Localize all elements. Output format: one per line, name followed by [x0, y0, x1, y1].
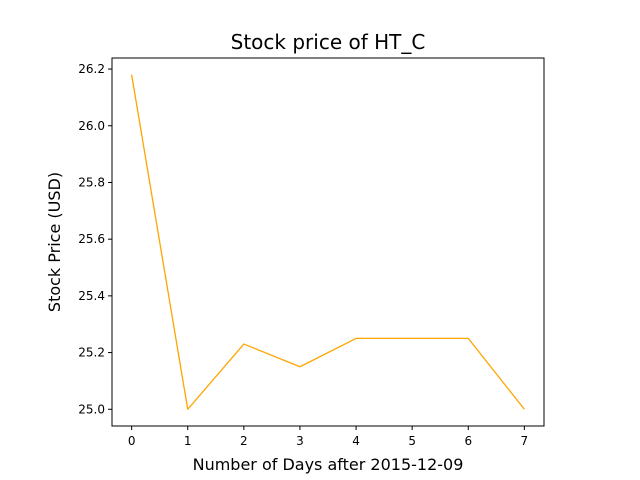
y-tick-label: 25.4	[78, 289, 105, 303]
y-tick-label: 26.0	[78, 119, 105, 133]
plot-area	[130, 74, 525, 410]
x-tick-label: 6	[464, 434, 472, 448]
y-tick-label: 25.0	[78, 402, 105, 416]
x-tick-label: 0	[128, 434, 136, 448]
x-axis: 0 1 2 3 4 5 6 7	[128, 426, 528, 448]
plot-frame	[111, 57, 545, 427]
y-axis-label: Stock Price (USD)	[45, 172, 64, 312]
chart-title: Stock price of HT_C	[231, 30, 426, 54]
y-tick-label: 25.6	[78, 232, 105, 246]
y-axis: 25.0 25.2 25.4 25.6 25.8 26.0 26.2	[78, 62, 112, 416]
x-tick-label: 5	[408, 434, 416, 448]
x-tick-label: 2	[240, 434, 248, 448]
x-tick-label: 4	[352, 434, 360, 448]
y-tick-label: 26.2	[78, 62, 105, 76]
y-tick-label: 25.2	[78, 346, 105, 360]
x-tick-label: 3	[296, 434, 304, 448]
x-tick-label: 7	[521, 434, 529, 448]
y-tick-label: 25.8	[78, 175, 105, 189]
x-tick-label: 1	[184, 434, 192, 448]
x-axis-label: Number of Days after 2015-12-09	[193, 455, 464, 474]
series-line	[130, 74, 525, 410]
